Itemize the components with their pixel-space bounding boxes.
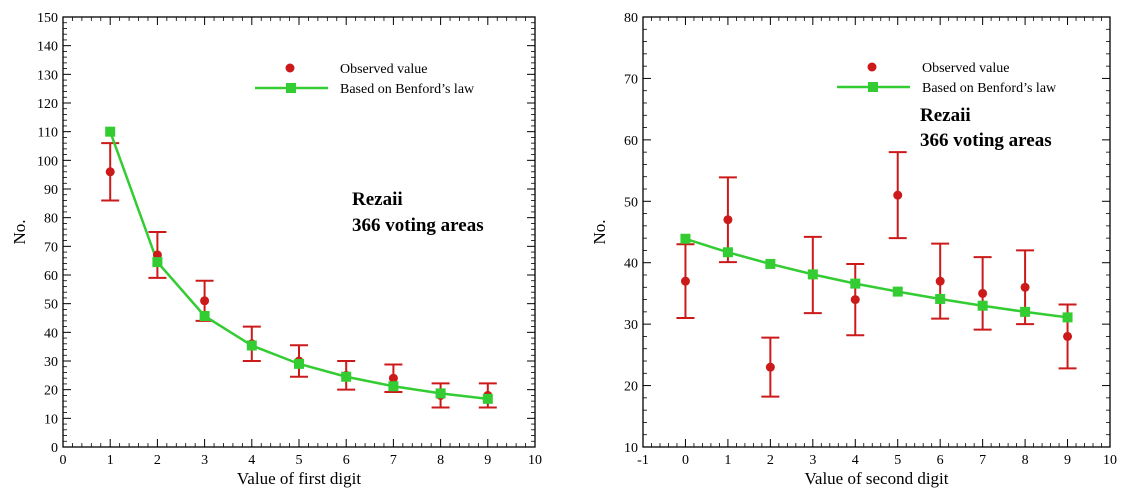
x-axis-title: Value of first digit (237, 469, 361, 488)
benford-marker (680, 233, 691, 244)
annotation-line-1: Rezaii (352, 189, 403, 210)
legend-observed-marker (285, 63, 295, 73)
benford-marker (246, 340, 257, 351)
x-tick-label: 4 (248, 453, 255, 468)
x-tick-label: 7 (979, 453, 986, 468)
y-tick-label: 90 (44, 183, 58, 198)
benford-marker (850, 278, 861, 289)
benford-marker (105, 126, 116, 137)
y-tick-label: 80 (44, 212, 58, 227)
benford-marker (977, 300, 988, 311)
benford-marker (807, 269, 818, 280)
y-axis-title: No. (590, 219, 609, 244)
x-tick-label: 0 (60, 453, 67, 468)
y-tick-label: 60 (44, 269, 58, 284)
y-tick-label: 150 (37, 11, 58, 26)
benford-marker (482, 393, 493, 404)
y-tick-label: 50 (624, 195, 638, 210)
observed-point (105, 167, 115, 177)
y-tick-label: 110 (38, 126, 58, 141)
legend-benford-label: Based on Benford’s law (340, 82, 475, 97)
observed-point (935, 276, 945, 286)
legend-observed-label: Observed value (340, 62, 427, 77)
x-tick-label: 10 (1103, 453, 1117, 468)
x-axis-title: Value of second digit (805, 469, 949, 488)
y-tick-label: 30 (44, 355, 58, 370)
legend-observed-marker (867, 62, 877, 72)
observed-point (680, 276, 690, 286)
x-tick-label: 1 (724, 453, 731, 468)
y-tick-label: 20 (44, 384, 58, 399)
legend-benford-marker (286, 83, 296, 93)
y-axis-title: No. (10, 219, 29, 244)
benford-marker (892, 286, 903, 297)
x-tick-label: 2 (767, 453, 774, 468)
y-tick-label: 70 (624, 72, 638, 87)
annotation-line-1: Rezaii (920, 105, 971, 126)
x-tick-label: 9 (1064, 453, 1071, 468)
benford-marker (199, 310, 210, 321)
legend-observed-label: Observed value (922, 61, 1009, 76)
benford-marker (435, 388, 446, 399)
observed-point (388, 373, 398, 383)
x-tick-label: 6 (343, 453, 350, 468)
x-tick-label: 0 (682, 453, 689, 468)
observed-point (978, 288, 988, 298)
x-tick-label: 8 (437, 453, 444, 468)
observed-point (850, 295, 860, 305)
y-tick-label: 10 (44, 412, 58, 427)
y-tick-label: 80 (624, 11, 638, 26)
y-tick-label: 60 (624, 134, 638, 149)
x-tick-label: 10 (528, 453, 542, 468)
x-tick-label: 3 (809, 453, 816, 468)
x-tick-label: 3 (201, 453, 208, 468)
annotation-line-2: 366 voting areas (920, 130, 1052, 151)
y-tick-label: 70 (44, 240, 58, 255)
observed-point (723, 215, 733, 225)
benford-line (685, 237, 1068, 319)
y-tick-label: 40 (624, 257, 638, 272)
x-tick-label: -1 (637, 453, 649, 468)
benford-marker (152, 257, 163, 268)
x-tick-label: 9 (484, 453, 491, 468)
benford-marker (765, 258, 776, 269)
y-tick-label: 100 (37, 154, 58, 169)
legend-benford-marker (868, 82, 878, 92)
benford-marker (1062, 312, 1073, 323)
y-tick-label: 20 (624, 380, 638, 395)
y-tick-label: 0 (51, 441, 58, 456)
x-tick-label: 2 (154, 453, 161, 468)
y-tick-label: 130 (37, 68, 58, 83)
observed-point (1020, 282, 1030, 292)
observed-point (893, 190, 903, 200)
x-tick-label: 7 (390, 453, 397, 468)
x-tick-label: 6 (937, 453, 944, 468)
annotation-line-2: 366 voting areas (352, 215, 484, 236)
x-tick-label: 1 (107, 453, 114, 468)
benford-marker (722, 247, 733, 258)
y-tick-label: 30 (624, 318, 638, 333)
chart-second-digit: -1 0 1 2 3 4 5 6 7 8 9 10 10 20 30 40 50 60 70 80 Value of s… (590, 11, 1117, 488)
benford-marker (935, 293, 946, 304)
x-tick-label: 8 (1022, 453, 1029, 468)
legend-benford-label: Based on Benford’s law (922, 81, 1057, 96)
observed-point (200, 296, 210, 306)
y-tick-label: 10 (624, 441, 638, 456)
observed-point (765, 362, 775, 372)
observed-point (1063, 331, 1073, 341)
x-tick-label: 5 (296, 453, 303, 468)
x-tick-label: 5 (894, 453, 901, 468)
x-tick-label: 4 (852, 453, 859, 468)
y-tick-label: 40 (44, 326, 58, 341)
plot-frame (642, 16, 1111, 448)
benford-marker (388, 381, 399, 392)
y-tick-label: 120 (37, 97, 58, 112)
benford-marker (1020, 306, 1031, 317)
y-tick-label: 140 (37, 40, 58, 55)
benford-marker (341, 371, 352, 382)
y-tick-label: 50 (44, 298, 58, 313)
benford-marker (294, 358, 304, 369)
chart-first-digit: 0 1 2 3 4 5 6 7 8 9 100102030405060708090100110120… (10, 11, 542, 488)
